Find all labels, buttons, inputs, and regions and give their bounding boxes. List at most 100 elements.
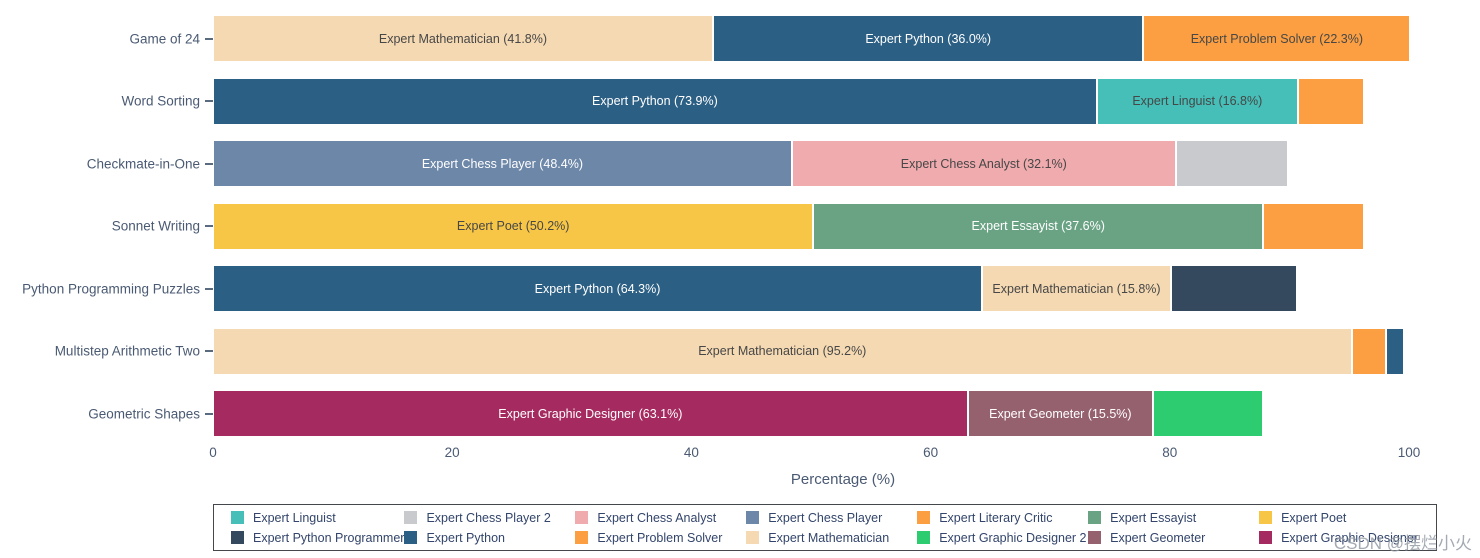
bar-segment-label: Expert Python (73.9%) bbox=[592, 94, 718, 108]
legend-label: Expert Essayist bbox=[1110, 510, 1197, 525]
x-tick-label: 0 bbox=[209, 445, 217, 460]
x-tick-label: 60 bbox=[923, 445, 939, 460]
y-tick-mark bbox=[205, 350, 213, 352]
legend-swatch bbox=[1088, 511, 1102, 524]
bar-segment-label: Expert Poet (50.2%) bbox=[456, 219, 570, 233]
bar-segment[interactable]: Expert Graphic Designer (63.1%) bbox=[213, 390, 968, 437]
legend-swatch bbox=[917, 511, 931, 524]
legend-swatch bbox=[1088, 531, 1102, 544]
legend-swatch bbox=[404, 531, 418, 544]
bar-segment[interactable]: Expert Problem Solver (22.3%) bbox=[1143, 15, 1411, 62]
bar-segment[interactable]: Expert Essayist (37.6%) bbox=[813, 202, 1264, 250]
category-label: Word Sorting bbox=[121, 93, 200, 109]
legend-swatch bbox=[746, 511, 760, 524]
legend-item[interactable]: Expert Geometer bbox=[1088, 529, 1259, 546]
legend-item[interactable]: Expert Python Programmer bbox=[231, 529, 404, 546]
legend-swatch bbox=[746, 531, 760, 544]
bar-segment[interactable] bbox=[1153, 390, 1264, 437]
y-tick-mark bbox=[205, 412, 213, 415]
x-axis-title: Percentage (%) bbox=[790, 471, 896, 488]
bar-segment[interactable]: Expert Linguist (16.8%) bbox=[1096, 77, 1298, 125]
bar-segment-label: Expert Python (64.3%) bbox=[534, 281, 661, 296]
x-tick-label: 40 bbox=[683, 445, 699, 460]
x-tick-label: 100 bbox=[1397, 445, 1421, 460]
x-tick-label: 20 bbox=[444, 445, 460, 460]
legend-item[interactable]: Expert Chess Player bbox=[746, 509, 917, 526]
legend-label: Expert Poet bbox=[1281, 510, 1347, 525]
bar-segment-label: Expert Chess Analyst (32.1%) bbox=[900, 156, 1067, 171]
legend-label: Expert Chess Player 2 bbox=[426, 510, 551, 525]
legend-label: Expert Geometer bbox=[1110, 530, 1206, 545]
legend-label: Expert Chess Player bbox=[768, 510, 883, 525]
bar-segment-label: Expert Python (36.0%) bbox=[865, 31, 992, 46]
bar-segment[interactable]: Expert Mathematician (41.8%) bbox=[213, 15, 713, 62]
bar-segment[interactable]: Expert Geometer (15.5%) bbox=[967, 390, 1154, 437]
y-tick-mark bbox=[205, 225, 213, 227]
bar-segment-label: Expert Geometer (15.5%) bbox=[989, 406, 1132, 421]
legend: Expert Linguist Expert Chess Player 2 Expe… bbox=[213, 504, 1437, 551]
category-label: Python Programming Puzzles bbox=[22, 281, 200, 296]
bar-segment[interactable]: Expert Chess Analyst (32.1%) bbox=[791, 140, 1176, 187]
bar-segment-label: Expert Mathematician (15.8%) bbox=[992, 281, 1161, 296]
legend-swatch bbox=[575, 511, 589, 524]
legend-item[interactable]: Expert Graphic Designer 2 bbox=[917, 529, 1088, 546]
legend-item[interactable]: Expert Essayist bbox=[1088, 509, 1259, 526]
watermark: CSDN @摆烂小火 bbox=[1333, 534, 1472, 553]
legend-swatch bbox=[231, 531, 244, 544]
category-label: Geometric Shapes bbox=[88, 406, 200, 421]
legend-item[interactable]: Expert Linguist bbox=[231, 509, 404, 526]
legend-item[interactable]: Expert Python bbox=[404, 529, 575, 546]
bar-segment[interactable]: Expert Poet (50.2%) bbox=[213, 202, 814, 250]
category-label: Game of 24 bbox=[129, 31, 200, 46]
y-tick-mark bbox=[205, 287, 213, 290]
bar-segment[interactable] bbox=[1351, 327, 1387, 375]
legend-swatch bbox=[575, 531, 589, 544]
legend-label: Expert Mathematician bbox=[768, 530, 890, 545]
category-label: Sonnet Writing bbox=[111, 218, 200, 234]
legend-label: Expert Chess Analyst bbox=[597, 510, 717, 525]
y-tick-mark bbox=[205, 37, 213, 40]
category-label: Multistep Arithmetic Two bbox=[54, 343, 200, 359]
bar-segment[interactable] bbox=[1175, 140, 1289, 187]
legend-label: Expert Graphic Designer 2 bbox=[939, 530, 1087, 545]
y-tick-mark bbox=[205, 100, 213, 102]
bar-segment[interactable]: Expert Mathematician (15.8%) bbox=[982, 265, 1171, 312]
bar-segment[interactable] bbox=[1170, 265, 1297, 312]
bar-segment[interactable]: Expert Python (36.0%) bbox=[712, 15, 1144, 62]
legend-label: Expert Python Programmer bbox=[253, 530, 405, 545]
legend-label: Expert Python bbox=[426, 530, 505, 545]
y-tick-mark bbox=[205, 162, 213, 165]
legend-item[interactable]: Expert Poet bbox=[1259, 509, 1430, 526]
legend-item[interactable]: Expert Problem Solver bbox=[575, 529, 746, 546]
legend-swatch bbox=[404, 511, 418, 524]
legend-item[interactable]: Expert Literary Critic bbox=[917, 509, 1088, 526]
legend-label: Expert Literary Critic bbox=[939, 510, 1053, 525]
legend-label: Expert Problem Solver bbox=[597, 530, 723, 545]
bar-segment[interactable]: Expert Python (64.3%) bbox=[213, 265, 983, 312]
bar-segment[interactable] bbox=[1386, 327, 1405, 375]
legend-item[interactable]: Expert Chess Player 2 bbox=[404, 509, 575, 526]
legend-swatch bbox=[231, 511, 244, 524]
bar-segment-label: Expert Linguist (16.8%) bbox=[1132, 94, 1263, 108]
legend-item[interactable]: Expert Mathematician bbox=[746, 529, 917, 546]
bar-segment-label: Expert Problem Solver (22.3%) bbox=[1190, 31, 1363, 46]
bar-segment-label: Expert Chess Player (48.4%) bbox=[421, 156, 584, 171]
x-tick-label: 80 bbox=[1162, 445, 1178, 460]
bar-segment-label: Expert Mathematician (95.2%) bbox=[698, 344, 867, 358]
legend-label: Expert Linguist bbox=[253, 510, 336, 525]
bar-segment[interactable] bbox=[1263, 202, 1364, 250]
bar-segment[interactable]: Expert Python (73.9%) bbox=[213, 77, 1097, 125]
legend-item[interactable]: Expert Graphic Designer bbox=[1259, 529, 1430, 546]
bar-segment[interactable]: Expert Chess Player (48.4%) bbox=[213, 140, 792, 187]
legend-item[interactable]: Expert Chess Analyst bbox=[575, 509, 746, 526]
legend-swatch bbox=[917, 531, 931, 544]
bar-segment[interactable] bbox=[1297, 77, 1364, 125]
bar-segment-label: Expert Mathematician (41.8%) bbox=[378, 31, 548, 46]
bar-segment[interactable]: Expert Mathematician (95.2%) bbox=[213, 327, 1352, 375]
legend-swatch bbox=[1259, 531, 1273, 544]
legend-swatch bbox=[1259, 511, 1273, 524]
legend-label: Expert Graphic Designer bbox=[1281, 530, 1418, 545]
bar-segment-label: Expert Essayist (37.6%) bbox=[971, 219, 1105, 233]
bar-segment-label: Expert Graphic Designer (63.1%) bbox=[498, 406, 683, 421]
